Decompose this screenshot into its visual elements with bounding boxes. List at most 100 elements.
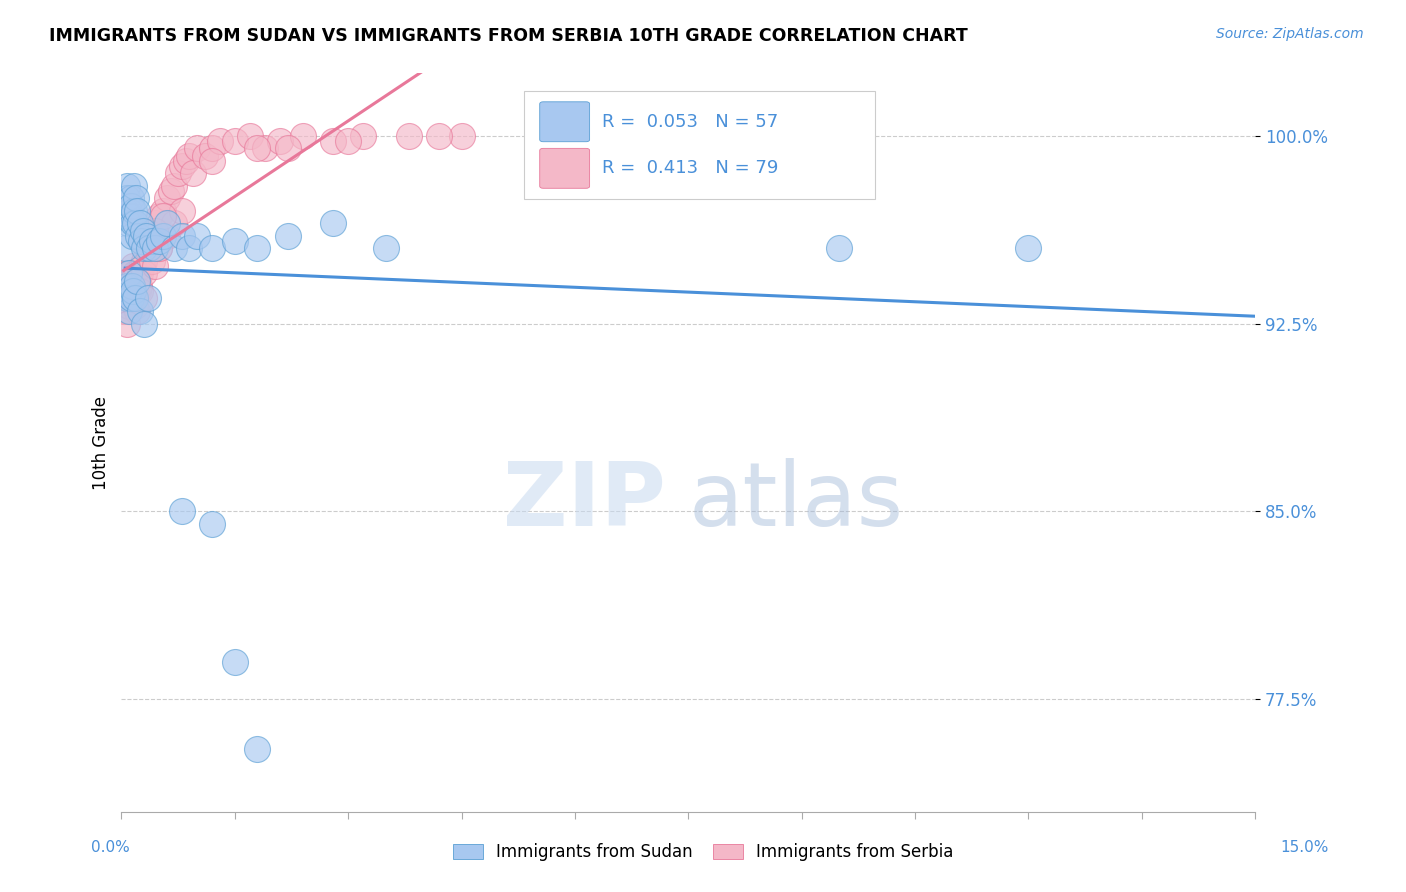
Point xyxy=(121,228,143,243)
Point xyxy=(224,655,246,669)
Point xyxy=(277,228,299,243)
Point xyxy=(239,128,262,143)
Point xyxy=(246,141,269,155)
Point xyxy=(269,134,291,148)
Point xyxy=(114,292,136,306)
Point xyxy=(125,274,148,288)
Point xyxy=(152,203,174,218)
Point xyxy=(167,166,190,180)
Point xyxy=(352,128,374,143)
Point xyxy=(114,284,136,298)
Point xyxy=(224,234,246,248)
Point xyxy=(179,149,201,163)
Point xyxy=(115,279,138,293)
Point xyxy=(201,516,224,531)
Point xyxy=(132,241,155,255)
Point xyxy=(117,191,139,205)
Point xyxy=(120,292,142,306)
Point xyxy=(129,284,152,298)
Point xyxy=(118,267,141,281)
Point xyxy=(121,216,143,230)
Point xyxy=(337,134,360,148)
Point xyxy=(118,284,141,298)
Point xyxy=(132,253,155,268)
Point xyxy=(121,292,143,306)
Point xyxy=(246,742,269,756)
Point xyxy=(141,234,163,248)
Point xyxy=(246,241,269,255)
Text: 0.0%: 0.0% xyxy=(91,840,131,855)
Point xyxy=(125,191,148,205)
Point xyxy=(132,292,155,306)
Point xyxy=(163,241,186,255)
Point xyxy=(121,279,143,293)
Text: ZIP: ZIP xyxy=(503,458,665,545)
Point xyxy=(450,128,472,143)
Point xyxy=(179,241,201,255)
Point xyxy=(127,284,149,298)
Point xyxy=(118,304,141,318)
Point xyxy=(129,304,152,318)
Text: 15.0%: 15.0% xyxy=(1281,840,1329,855)
Point xyxy=(152,209,174,223)
Point xyxy=(138,241,160,255)
Point xyxy=(170,228,193,243)
Text: IMMIGRANTS FROM SUDAN VS IMMIGRANTS FROM SERBIA 10TH GRADE CORRELATION CHART: IMMIGRANTS FROM SUDAN VS IMMIGRANTS FROM… xyxy=(49,27,967,45)
Point xyxy=(159,184,181,198)
Point xyxy=(124,178,146,193)
Point xyxy=(125,203,148,218)
Point xyxy=(145,224,167,238)
Point xyxy=(181,166,204,180)
Point xyxy=(122,203,145,218)
Text: atlas: atlas xyxy=(688,458,903,545)
Point xyxy=(121,284,143,298)
Point xyxy=(117,304,139,318)
Point xyxy=(117,216,139,230)
Point xyxy=(127,274,149,288)
FancyBboxPatch shape xyxy=(540,148,589,188)
Point xyxy=(124,216,146,230)
Point xyxy=(163,216,186,230)
Point xyxy=(277,141,299,155)
Point xyxy=(148,234,170,248)
Point xyxy=(136,241,159,255)
Point xyxy=(253,141,276,155)
Point xyxy=(124,299,146,313)
Point xyxy=(156,191,179,205)
Point xyxy=(141,228,163,243)
Point xyxy=(115,203,138,218)
Point xyxy=(170,203,193,218)
Point xyxy=(145,216,167,230)
Point xyxy=(125,274,148,288)
Point xyxy=(138,234,160,248)
Point xyxy=(117,292,139,306)
Point xyxy=(121,259,143,273)
Point xyxy=(828,241,851,255)
Point xyxy=(120,279,142,293)
Point xyxy=(115,279,138,293)
Point xyxy=(114,241,136,255)
Point xyxy=(148,241,170,255)
Point xyxy=(117,267,139,281)
Point xyxy=(427,128,450,143)
Point xyxy=(117,274,139,288)
Point xyxy=(132,317,155,331)
Point xyxy=(117,292,139,306)
Point xyxy=(193,149,215,163)
Point xyxy=(124,267,146,281)
Point xyxy=(122,279,145,293)
Point xyxy=(131,224,153,238)
Point xyxy=(118,209,141,223)
Point xyxy=(186,141,208,155)
Point xyxy=(129,267,152,281)
Point xyxy=(115,317,138,331)
Point xyxy=(398,128,420,143)
Point xyxy=(124,292,146,306)
Point xyxy=(118,279,141,293)
Point xyxy=(208,134,231,148)
Point xyxy=(118,203,141,218)
Point xyxy=(148,209,170,223)
Point xyxy=(201,141,224,155)
Text: R =  0.053   N = 57: R = 0.053 N = 57 xyxy=(602,112,779,131)
Point xyxy=(322,216,344,230)
